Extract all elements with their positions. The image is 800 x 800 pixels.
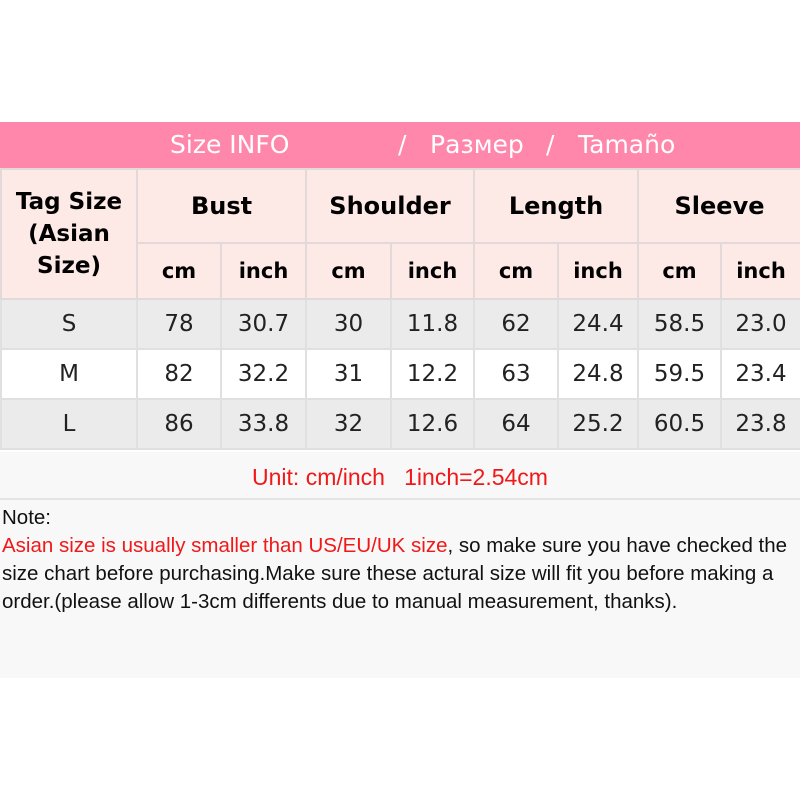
value-cell: 32.2 <box>219 348 308 400</box>
value-cell: 30.7 <box>219 298 308 350</box>
header-shoulder: Shoulder <box>305 168 476 244</box>
size-cell: S <box>0 298 138 350</box>
value-cell: 31 <box>305 348 393 400</box>
title-separator: / <box>398 130 407 159</box>
value-cell: 82 <box>136 348 222 400</box>
note-rest: , so make sure you have checked the size… <box>2 534 788 613</box>
value-cell: 78 <box>136 298 222 350</box>
header-bust: Bust <box>135 168 308 244</box>
title-separator: / <box>546 130 555 159</box>
size-cell: L <box>0 398 138 450</box>
value-cell: 59.5 <box>637 348 723 400</box>
title-size-info: Size INFO <box>170 130 290 159</box>
value-cell: 64 <box>473 398 560 450</box>
value-cell: 11.8 <box>390 298 476 350</box>
value-cell: 24.4 <box>557 298 640 350</box>
header-unit: inch <box>557 242 640 300</box>
value-cell: 33.8 <box>219 398 308 450</box>
note-section: Note: Asian size is usually smaller than… <box>0 500 800 678</box>
header-tag-size: Tag Size (Asian Size) <box>0 168 138 300</box>
value-cell: 12.6 <box>390 398 476 450</box>
header-sleeve: Sleeve <box>637 168 800 244</box>
size-table: Tag Size (Asian Size) Bust Shoulder Leng… <box>0 168 800 450</box>
table-row: M 82 32.2 31 12.2 63 24.8 59.5 23.4 <box>0 348 800 400</box>
header-length: Length <box>473 168 640 244</box>
value-cell: 24.8 <box>557 348 640 400</box>
table-row: L 86 33.8 32 12.6 64 25.2 60.5 23.8 <box>0 398 800 450</box>
note-highlight: Asian size is usually smaller than US/EU… <box>2 534 448 557</box>
value-cell: 32 <box>305 398 393 450</box>
value-cell: 60.5 <box>637 398 723 450</box>
header-unit: inch <box>219 242 308 300</box>
header-unit: cm <box>637 242 723 300</box>
value-cell: 23.8 <box>720 398 800 450</box>
size-cell: M <box>0 348 138 400</box>
note-label: Note: <box>2 506 51 529</box>
header-unit: inch <box>720 242 800 300</box>
value-cell: 23.4 <box>720 348 800 400</box>
unit-conversion: Unit: cm/inch 1inch=2.54cm <box>0 452 800 500</box>
value-cell: 23.0 <box>720 298 800 350</box>
value-cell: 63 <box>473 348 560 400</box>
value-cell: 12.2 <box>390 348 476 400</box>
title-band: Size INFO / Размер / Tamaño <box>0 122 800 168</box>
title-russian: Размер <box>430 130 524 159</box>
value-cell: 58.5 <box>637 298 723 350</box>
value-cell: 86 <box>136 398 222 450</box>
note-text: Asian size is usually smaller than US/EU… <box>2 532 798 616</box>
value-cell: 25.2 <box>557 398 640 450</box>
header-unit: cm <box>305 242 393 300</box>
value-cell: 30 <box>305 298 393 350</box>
table-row: S 78 30.7 30 11.8 62 24.4 58.5 23.0 <box>0 298 800 350</box>
header-unit: cm <box>136 242 222 300</box>
header-unit: cm <box>473 242 560 300</box>
value-cell: 62 <box>473 298 560 350</box>
header-unit: inch <box>390 242 476 300</box>
title-spanish: Tamaño <box>578 130 676 159</box>
